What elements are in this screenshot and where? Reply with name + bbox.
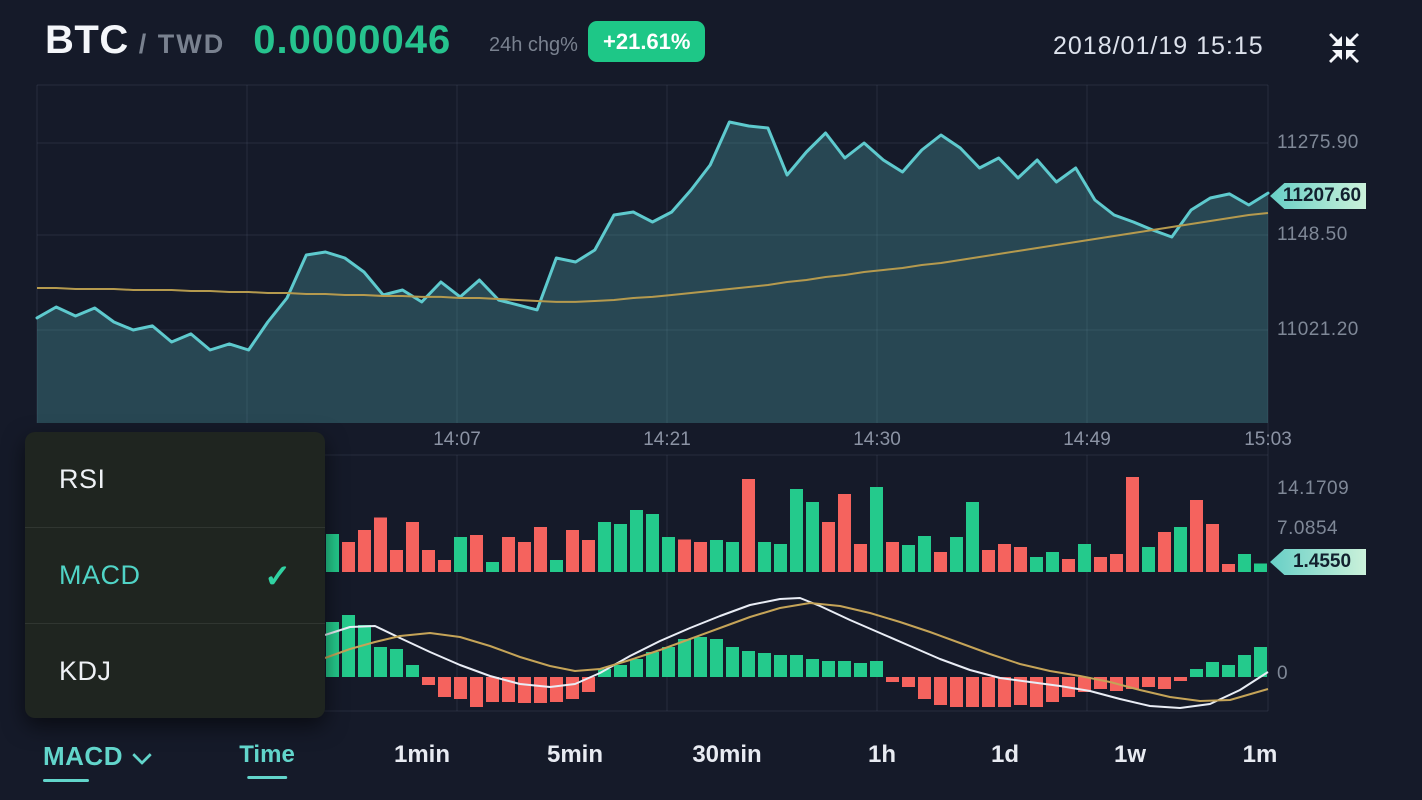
interval-label: 1min bbox=[393, 741, 451, 768]
indicator-selector-label: MACD bbox=[43, 741, 123, 771]
interval-label: 1w bbox=[1113, 741, 1147, 768]
bottom-toolbar: MACD Time 1min 5min 30min 1h 1d 1w 1m bbox=[0, 713, 1422, 800]
indicator-menu-label: RSI bbox=[59, 464, 106, 494]
interval-1d[interactable]: 1d bbox=[991, 741, 1019, 769]
datetime-label: 2018/01/19 15:15 bbox=[1053, 32, 1264, 60]
interval-label: 1h bbox=[867, 741, 897, 768]
time-axis-label: 14:21 bbox=[643, 429, 691, 450]
interval-5min[interactable]: 5min bbox=[547, 741, 603, 769]
price-axis-label: 11275.90 bbox=[1277, 132, 1359, 153]
last-volume-tag: 1.4550 bbox=[1270, 549, 1366, 575]
interval-label: 30min bbox=[692, 741, 762, 768]
indicator-menu-item-rsi[interactable]: RSI bbox=[25, 432, 325, 527]
price-axis-label: 1148.50 bbox=[1277, 224, 1348, 245]
indicator-menu-label: MACD bbox=[59, 560, 141, 590]
indicator-underline bbox=[43, 779, 89, 782]
selected-interval-underline bbox=[247, 776, 287, 779]
header: BTC / TWD 0.0000046 24h chg% +21.61% 201… bbox=[0, 0, 1422, 85]
interval-label: 5min bbox=[546, 741, 604, 768]
symbol-label[interactable]: BTC bbox=[45, 18, 129, 62]
indicator-menu-item-kdj[interactable]: KDJ bbox=[25, 623, 325, 718]
interval-1w[interactable]: 1w bbox=[1114, 741, 1146, 769]
last-price: 0.0000046 bbox=[253, 18, 452, 62]
change-label: 24h chg% bbox=[489, 34, 578, 56]
indicator-menu-item-macd[interactable]: MACD ✓ bbox=[25, 527, 325, 623]
chevron-down-icon bbox=[132, 745, 152, 766]
last-price-tag: 11207.60 bbox=[1270, 183, 1366, 209]
quote-pair-label: / TWD bbox=[138, 29, 226, 59]
time-axis-label: 14:07 bbox=[433, 429, 481, 450]
collapse-fullscreen-icon[interactable] bbox=[1326, 30, 1362, 66]
price-axis-label: 11021.20 bbox=[1277, 319, 1359, 340]
interval-1h[interactable]: 1h bbox=[868, 741, 896, 769]
interval-30min[interactable]: 30min bbox=[692, 741, 761, 769]
time-axis-label: 14:30 bbox=[853, 429, 901, 450]
interval-label: 1m bbox=[1242, 741, 1278, 768]
check-icon: ✓ bbox=[264, 557, 291, 594]
indicator-selector[interactable]: MACD bbox=[43, 741, 152, 782]
interval-label: Time bbox=[239, 741, 295, 768]
interval-1min[interactable]: 1min bbox=[394, 741, 450, 769]
indicator-menu-label: KDJ bbox=[59, 656, 112, 686]
volume-axis-label: 7.0854 bbox=[1277, 518, 1339, 539]
volume-axis-label: 14.1709 bbox=[1277, 478, 1350, 499]
interval-1m[interactable]: 1m bbox=[1243, 741, 1278, 769]
time-axis-label: 14:49 bbox=[1063, 429, 1111, 450]
interval-time[interactable]: Time bbox=[239, 741, 295, 779]
time-axis-label: 15:03 bbox=[1244, 429, 1292, 450]
macd-zero-label: 0 bbox=[1277, 663, 1289, 684]
change-badge: +21.61% bbox=[588, 21, 706, 62]
interval-label: 1d bbox=[990, 741, 1020, 768]
indicator-dropdown-menu: RSI MACD ✓ KDJ bbox=[25, 432, 325, 718]
